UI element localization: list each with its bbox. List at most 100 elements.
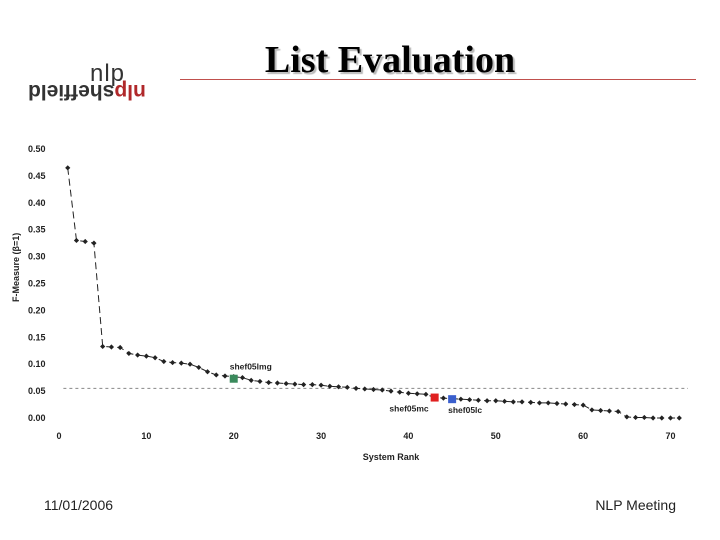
data-point [274,380,281,386]
data-point [91,240,97,246]
data-point [405,390,412,396]
title-divider [180,79,696,80]
data-point [344,384,350,390]
data-point [283,380,289,387]
highlight-marker-shef05lmg [229,374,238,383]
data-point [335,384,342,390]
y-tick-label: 0.00 [28,413,46,423]
data-point [309,382,315,388]
data-points [65,165,682,421]
data-point [135,352,141,358]
footer-date: 11/01/2006 [44,497,114,513]
data-point [117,344,123,351]
y-axis-title: F-Measure (β=1) [11,233,21,302]
logo-nlp-text: nlp [90,60,126,87]
data-point [126,350,132,357]
data-point [178,360,184,366]
data-point [327,383,333,389]
data-point [362,386,368,392]
data-point [266,379,272,386]
data-point [82,238,88,245]
data-point [213,372,219,378]
data-point [528,399,534,405]
data-point [73,237,80,244]
data-point [484,398,490,404]
x-tick-label: 0 [56,431,61,441]
data-point [196,364,202,371]
highlighted-systems: shef05lmg shef05mc shef05lc [229,362,482,415]
x-axis-ticks: 0 10 20 30 40 50 60 70 [56,431,675,441]
data-point [239,375,246,381]
data-point [318,382,324,388]
highlight-marker-shef05lc [448,395,457,404]
sheffield-nlp-logo: nlp nlpsheffield [28,60,158,104]
data-point [414,391,420,397]
data-point [510,399,516,405]
data-point [615,408,621,415]
data-point [659,415,665,421]
data-point [641,414,647,421]
data-point [536,400,543,406]
data-point [152,355,158,361]
logo-main-text: sheffield [28,80,115,103]
data-point [301,382,307,388]
x-tick-label: 60 [578,431,588,441]
y-tick-label: 0.05 [28,386,46,396]
data-point [370,386,377,393]
highlight-label: shef05mc [389,404,428,414]
data-point [65,165,71,171]
data-point [143,353,149,359]
highlight-label: shef05lc [448,405,482,415]
data-point [292,381,298,387]
y-tick-label: 0.25 [28,279,46,289]
data-point [353,385,359,392]
data-point [169,359,176,366]
y-tick-label: 0.20 [28,305,46,315]
data-point [563,401,569,407]
x-tick-label: 50 [491,431,501,441]
data-point [519,399,525,405]
data-point [108,344,115,350]
data-point [187,361,193,367]
data-point [248,377,254,383]
y-tick-label: 0.10 [28,359,46,369]
data-point [475,397,481,403]
data-point [458,396,464,402]
data-point [501,398,508,404]
data-point [100,343,106,350]
data-point [632,414,639,421]
data-point [606,408,612,414]
data-point [388,388,394,394]
y-tick-label: 0.15 [28,332,46,342]
data-point [257,378,263,385]
x-tick-label: 10 [141,431,151,441]
data-point [580,402,586,408]
y-tick-label: 0.50 [28,144,46,154]
data-point [222,373,228,379]
f-measure-chart: 0.00 0.05 0.10 0.15 0.20 0.25 0.30 0.35 0.40 0.45… [11,144,688,462]
data-point [589,407,595,413]
data-point [624,414,630,420]
x-tick-label: 30 [316,431,326,441]
data-point [440,395,446,401]
y-tick-label: 0.35 [28,225,46,235]
data-point [571,401,578,408]
footer-meeting-name: NLP Meeting [595,497,676,513]
y-axis-ticks: 0.00 0.05 0.10 0.15 0.20 0.25 0.30 0.35 0.40 0.45… [28,144,46,423]
data-point [650,415,656,421]
data-point [493,398,499,404]
data-point [545,400,551,406]
logo-accent-text: nlp [114,80,146,103]
x-tick-label: 40 [403,431,413,441]
data-point [379,387,385,393]
y-tick-label: 0.45 [28,171,46,181]
x-tick-label: 70 [666,431,676,441]
highlight-label: shef05lmg [230,362,272,372]
highlight-marker-shef05mc [430,393,439,402]
x-axis-title: System Rank [363,452,421,462]
series-line [67,167,680,419]
data-point [676,415,682,421]
data-point [204,369,211,375]
logo-sheffield-text: nlpsheffield [28,80,146,103]
x-tick-label: 20 [229,431,239,441]
